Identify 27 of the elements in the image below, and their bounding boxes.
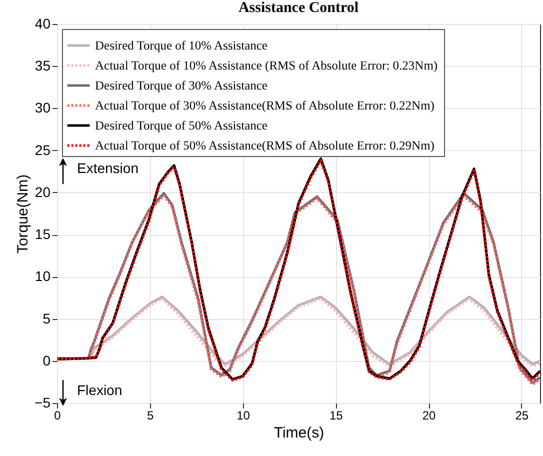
y-tick-label: 0 (42, 352, 51, 368)
x-tick-label: 10 (236, 408, 250, 422)
y-tick-label: 30 (34, 100, 51, 116)
y-tick-label: 15 (34, 226, 51, 242)
x-tick-label: 5 (147, 408, 154, 422)
legend-label: Desired Torque of 30% Assistance (95, 78, 268, 92)
y-tick-label: 25 (34, 142, 51, 158)
y-tick-label: 20 (34, 184, 51, 200)
legend-label: Actual Torque of 30% Assistance(RMS of Absolute Error: 0.22Nm) (95, 98, 434, 112)
legend-label: Actual Torque of 10% Assistance (RMS of Absolute Error: 0.23Nm) (95, 58, 438, 72)
legend-label: Actual Torque of 50% Assistance(RMS of Absolute Error: 0.29Nm) (95, 138, 434, 152)
chart-title: Assistance Control (238, 0, 359, 16)
x-tick-label: 20 (422, 408, 436, 422)
x-tick-label: 15 (329, 408, 344, 422)
y-tick-label: 35 (34, 58, 51, 74)
legend-label: Desired Torque of 50% Assistance (95, 118, 268, 132)
annotation: Flexion (77, 382, 122, 398)
y-tick-label: 5 (42, 310, 51, 326)
y-tick-label: 40 (34, 16, 51, 32)
x-tick-label: 0 (54, 408, 62, 422)
annotation: Extension (77, 160, 138, 176)
y-tick-label: −5 (34, 394, 51, 410)
x-tick-label: 25 (515, 408, 529, 422)
legend-label: Desired Torque of 10% Assistance (95, 38, 268, 52)
y-tick-label: 10 (34, 268, 51, 284)
x-axis-title: Time(s) (274, 424, 324, 442)
y-axis-title: Torque(Nm) (14, 174, 32, 254)
